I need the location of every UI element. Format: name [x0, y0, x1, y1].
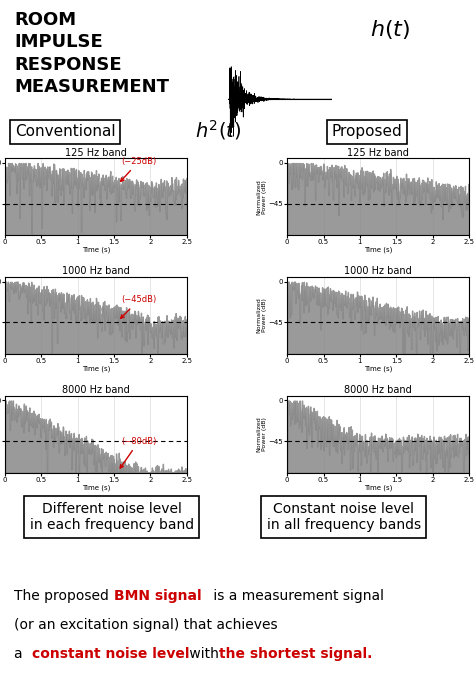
X-axis label: Time (s): Time (s): [364, 484, 392, 490]
Text: $h(t)$: $h(t)$: [370, 18, 410, 41]
Text: Different noise level
in each frequency band: Different noise level in each frequency …: [29, 502, 194, 532]
Title: 8000 Hz band: 8000 Hz band: [62, 385, 130, 395]
Text: BMN signal: BMN signal: [114, 589, 201, 603]
Text: Conventional: Conventional: [15, 124, 116, 140]
Text: the shortest signal.: the shortest signal.: [219, 647, 373, 661]
X-axis label: Time (s): Time (s): [82, 365, 110, 372]
Text: The proposed: The proposed: [14, 589, 113, 603]
Text: with: with: [185, 647, 223, 661]
Title: 125 Hz band: 125 Hz band: [65, 148, 127, 158]
Title: 1000 Hz band: 1000 Hz band: [344, 267, 412, 276]
X-axis label: Time (s): Time (s): [364, 247, 392, 253]
Text: (−45dB): (−45dB): [121, 295, 156, 318]
Y-axis label: Normalized
Power (dB): Normalized Power (dB): [256, 298, 267, 333]
Y-axis label: Normalized
Power (dB): Normalized Power (dB): [256, 417, 267, 452]
Text: constant noise level: constant noise level: [32, 647, 189, 661]
Text: $h^2(t)$: $h^2(t)$: [195, 118, 242, 142]
X-axis label: Time (s): Time (s): [82, 484, 110, 490]
Text: is a measurement signal: is a measurement signal: [209, 589, 384, 603]
Title: 125 Hz band: 125 Hz band: [347, 148, 409, 158]
Text: a: a: [14, 647, 27, 661]
Text: (or an excitation signal) that achieves: (or an excitation signal) that achieves: [14, 618, 278, 632]
X-axis label: Time (s): Time (s): [364, 365, 392, 372]
Y-axis label: Normalized
Power (dB): Normalized Power (dB): [256, 179, 267, 215]
Text: (−80dB): (−80dB): [120, 436, 157, 468]
Title: 1000 Hz band: 1000 Hz band: [62, 267, 130, 276]
Text: Proposed: Proposed: [332, 124, 402, 140]
X-axis label: Time (s): Time (s): [82, 247, 110, 253]
Text: Constant noise level
in all frequency bands: Constant noise level in all frequency ba…: [267, 502, 421, 532]
Title: 8000 Hz band: 8000 Hz band: [344, 385, 412, 395]
Text: (−25dB): (−25dB): [120, 157, 156, 181]
Text: ROOM
IMPULSE
RESPONSE
MEASUREMENT: ROOM IMPULSE RESPONSE MEASUREMENT: [14, 11, 169, 96]
